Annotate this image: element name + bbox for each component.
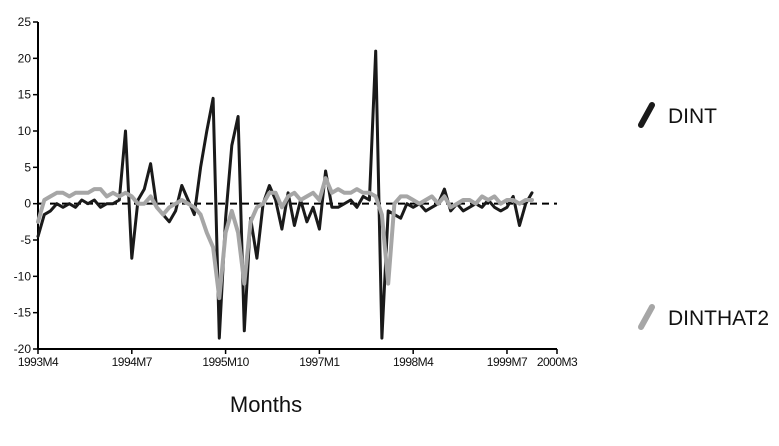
x-tick-label: 1999M7 (487, 355, 528, 369)
x-tick-label: 1998M4 (393, 355, 434, 369)
y-tick-label: -15 (14, 306, 32, 320)
x-tick-label: 2000M3 (537, 355, 578, 369)
legend-item-dinthat2: DINTHAT2 (638, 304, 769, 330)
chart-legend: DINT DINTHAT2 (638, 102, 769, 330)
x-tick-label: 1995M10 (202, 355, 249, 369)
chart-axes (37, 22, 557, 350)
y-tick-label: 25 (18, 15, 32, 29)
x-tick-label: 1997M1 (299, 355, 340, 369)
y-tick-label: 20 (18, 51, 32, 65)
y-axis-ticks: -20 -15 -10 -5 0 5 10 15 20 25 (14, 15, 38, 356)
legend-label: DINTHAT2 (668, 307, 769, 330)
y-tick-label: 0 (24, 197, 31, 211)
y-tick-label: 10 (18, 124, 32, 138)
legend-item-dint: DINT (638, 102, 717, 128)
x-tick-label: 1993M4 (18, 355, 59, 369)
y-tick-label: 5 (24, 160, 31, 174)
x-axis-label: Months (230, 392, 302, 417)
series-layer (36, 49, 534, 340)
y-tick-label: -20 (14, 342, 32, 356)
y-tick-label: -5 (20, 233, 31, 247)
legend-label: DINT (668, 105, 717, 128)
x-axis-ticks: 1993M4 1994M7 1995M10 1997M1 1998M4 1999M7 200… (18, 349, 579, 369)
y-tick-label: 15 (18, 88, 32, 102)
legend-swatch (638, 304, 655, 330)
legend-swatch (638, 102, 655, 128)
series-line-dinthat2 (36, 176, 534, 301)
x-tick-label: 1994M7 (112, 355, 153, 369)
y-tick-label: -10 (14, 269, 32, 283)
